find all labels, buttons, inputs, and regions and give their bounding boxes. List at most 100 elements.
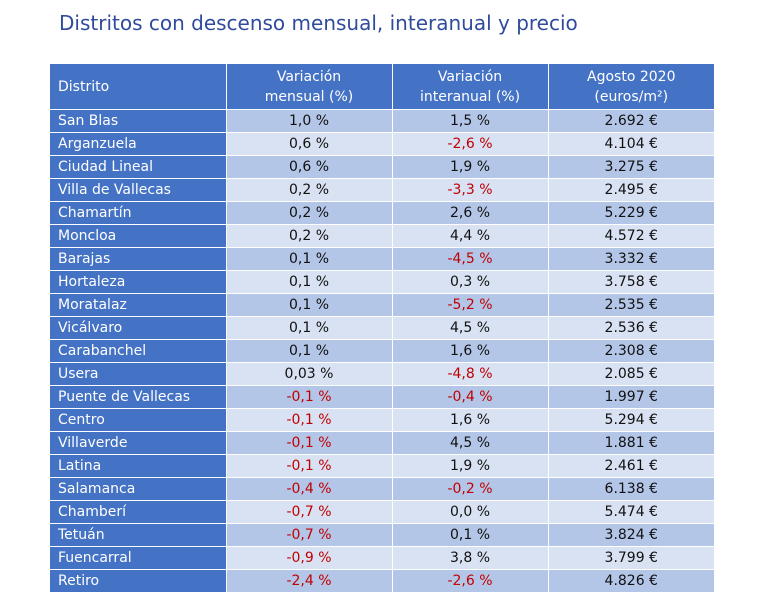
table-row: Salamanca -0,4 % -0,2 % 6.138 € [50, 477, 714, 501]
price-cell: 2.308 € [548, 339, 714, 363]
price-cell: 3.799 € [548, 546, 714, 570]
district-cell: Puente de Vallecas [50, 385, 227, 409]
monthly-variation-cell: 1,0 % [226, 109, 393, 133]
price-cell: 4.104 € [548, 132, 714, 156]
table-row: Retiro -2,4 % -2,6 % 4.826 € [50, 569, 714, 592]
header-district-label: Distrito [58, 78, 110, 95]
district-cell: Chamartín [50, 201, 227, 225]
header-yearly: Variación interanual (%) [392, 64, 549, 110]
table-row: Usera 0,03 % -4,8 % 2.085 € [50, 362, 714, 386]
price-cell: 2.085 € [548, 362, 714, 386]
monthly-variation-cell: -0,9 % [226, 546, 393, 570]
header-yearly-line1: Variación [437, 68, 503, 85]
yearly-variation-cell: 4,5 % [392, 316, 549, 340]
district-cell: Fuencarral [50, 546, 227, 570]
district-cell: San Blas [50, 109, 227, 133]
yearly-variation-cell: -3,3 % [392, 178, 549, 202]
header-price-line2: (euros/m²) [594, 88, 669, 105]
yearly-variation-cell: 1,6 % [392, 408, 549, 432]
monthly-variation-cell: 0,1 % [226, 293, 393, 317]
yearly-variation-cell: -0,2 % [392, 477, 549, 501]
yearly-variation-cell: 1,6 % [392, 339, 549, 363]
yearly-variation-cell: 4,4 % [392, 224, 549, 248]
monthly-variation-cell: -0,7 % [226, 500, 393, 524]
price-cell: 5.229 € [548, 201, 714, 225]
price-cell: 3.275 € [548, 155, 714, 179]
monthly-variation-cell: 0,1 % [226, 339, 393, 363]
yearly-variation-cell: 1,9 % [392, 155, 549, 179]
district-cell: Carabanchel [50, 339, 227, 363]
price-cell: 2.461 € [548, 454, 714, 478]
table-row: Carabanchel 0,1 % 1,6 % 2.308 € [50, 339, 714, 363]
table-row: Chamartín 0,2 % 2,6 % 5.229 € [50, 201, 714, 225]
header-yearly-line2: interanual (%) [419, 88, 521, 105]
header-monthly-line1: Variación [276, 68, 342, 85]
district-cell: Ciudad Lineal [50, 155, 227, 179]
monthly-variation-cell: 0,2 % [226, 178, 393, 202]
price-cell: 1.997 € [548, 385, 714, 409]
header-price: Agosto 2020 (euros/m²) [548, 64, 714, 110]
district-cell: Salamanca [50, 477, 227, 501]
table-row: Moratalaz 0,1 % -5,2 % 2.535 € [50, 293, 714, 317]
price-cell: 2.692 € [548, 109, 714, 133]
yearly-variation-cell: -2,6 % [392, 132, 549, 156]
yearly-variation-cell: -5,2 % [392, 293, 549, 317]
monthly-variation-cell: 0,1 % [226, 316, 393, 340]
table-row: Ciudad Lineal 0,6 % 1,9 % 3.275 € [50, 155, 714, 179]
table-header-row: Distrito Variación mensual (%) Variación… [50, 64, 714, 110]
district-cell: Chamberí [50, 500, 227, 524]
district-cell: Villa de Vallecas [50, 178, 227, 202]
monthly-variation-cell: 0,6 % [226, 132, 393, 156]
yearly-variation-cell: 1,5 % [392, 109, 549, 133]
yearly-variation-cell: 0,1 % [392, 523, 549, 547]
yearly-variation-cell: 0,0 % [392, 500, 549, 524]
monthly-variation-cell: -0,1 % [226, 385, 393, 409]
table-body: San Blas 1,0 % 1,5 % 2.692 € Arganzuela 0,6 %… [50, 109, 714, 592]
district-cell: Latina [50, 454, 227, 478]
yearly-variation-cell: -0,4 % [392, 385, 549, 409]
district-cell: Tetuán [50, 523, 227, 547]
monthly-variation-cell: 0,03 % [226, 362, 393, 386]
table-row: Vicálvaro 0,1 % 4,5 % 2.536 € [50, 316, 714, 340]
table-row: Latina -0,1 % 1,9 % 2.461 € [50, 454, 714, 478]
table-row: Moncloa 0,2 % 4,4 % 4.572 € [50, 224, 714, 248]
yearly-variation-cell: 1,9 % [392, 454, 549, 478]
price-cell: 3.824 € [548, 523, 714, 547]
table-row: San Blas 1,0 % 1,5 % 2.692 € [50, 109, 714, 133]
monthly-variation-cell: -0,7 % [226, 523, 393, 547]
header-monthly-line2: mensual (%) [264, 88, 354, 105]
table-row: Chamberí -0,7 % 0,0 % 5.474 € [50, 500, 714, 524]
table-row: Villaverde -0,1 % 4,5 % 1.881 € [50, 431, 714, 455]
monthly-variation-cell: 0,1 % [226, 247, 393, 271]
monthly-variation-cell: -0,1 % [226, 431, 393, 455]
price-cell: 5.474 € [548, 500, 714, 524]
table-row: Villa de Vallecas 0,2 % -3,3 % 2.495 € [50, 178, 714, 202]
monthly-variation-cell: -0,1 % [226, 454, 393, 478]
district-cell: Hortaleza [50, 270, 227, 294]
yearly-variation-cell: 0,3 % [392, 270, 549, 294]
district-cell: Arganzuela [50, 132, 227, 156]
district-cell: Moratalaz [50, 293, 227, 317]
header-monthly: Variación mensual (%) [226, 64, 393, 110]
yearly-variation-cell: 4,5 % [392, 431, 549, 455]
price-cell: 4.572 € [548, 224, 714, 248]
yearly-variation-cell: -4,5 % [392, 247, 549, 271]
district-cell: Vicálvaro [50, 316, 227, 340]
districts-table: Distrito Variación mensual (%) Variación… [50, 64, 714, 592]
price-cell: 2.495 € [548, 178, 714, 202]
monthly-variation-cell: -2,4 % [226, 569, 393, 592]
district-cell: Retiro [50, 569, 227, 592]
table-row: Centro -0,1 % 1,6 % 5.294 € [50, 408, 714, 432]
yearly-variation-cell: 2,6 % [392, 201, 549, 225]
price-cell: 2.536 € [548, 316, 714, 340]
price-cell: 3.758 € [548, 270, 714, 294]
price-cell: 2.535 € [548, 293, 714, 317]
price-cell: 5.294 € [548, 408, 714, 432]
monthly-variation-cell: 0,1 % [226, 270, 393, 294]
monthly-variation-cell: 0,2 % [226, 201, 393, 225]
price-cell: 1.881 € [548, 431, 714, 455]
page-title: Distritos con descenso mensual, interanu… [59, 11, 578, 35]
table-row: Barajas 0,1 % -4,5 % 3.332 € [50, 247, 714, 271]
monthly-variation-cell: -0,4 % [226, 477, 393, 501]
header-price-line1: Agosto 2020 [587, 68, 676, 85]
